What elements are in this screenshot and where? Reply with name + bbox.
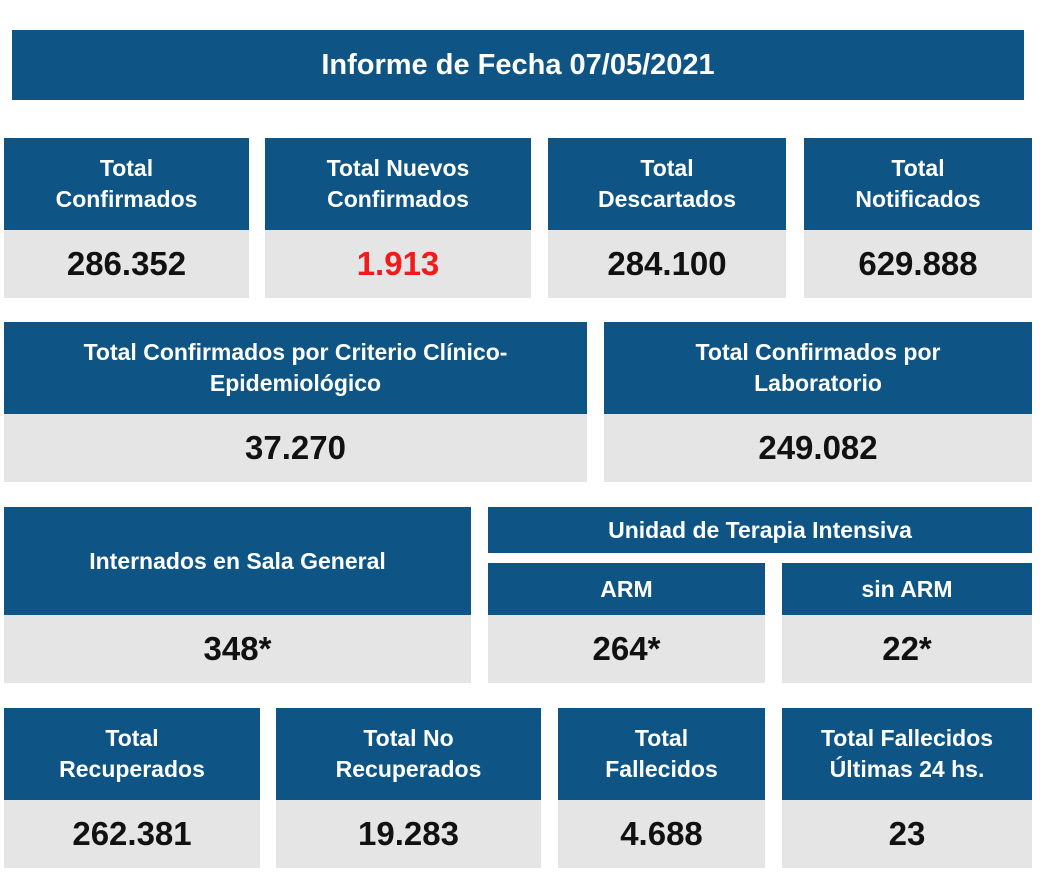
card-label: Internados en Sala General <box>89 547 386 574</box>
card-label-line2: Últimas 24 hs. <box>829 756 985 782</box>
card-value: 23 <box>782 800 1032 868</box>
report-title: Informe de Fecha 07/05/2021 <box>12 30 1024 100</box>
card-total-no-recuperados: Total No Recuperados 19.283 <box>276 708 541 868</box>
card-label-line2: Recuperados <box>59 756 205 782</box>
card-uti-arm: ARM 264* <box>488 563 765 683</box>
card-value: 286.352 <box>4 230 249 298</box>
card-label-line2: Notificados <box>855 186 981 212</box>
card-label-line2: Laboratorio <box>754 370 882 396</box>
card-total-nuevos-confirmados: Total Nuevos Confirmados 1.913 <box>265 138 531 298</box>
card-internados-sala-general: Internados en Sala General 348* <box>4 507 471 683</box>
card-value: 249.082 <box>604 414 1032 482</box>
card-value: 629.888 <box>804 230 1032 298</box>
card-confirmados-laboratorio: Total Confirmados por Laboratorio 249.08… <box>604 322 1032 482</box>
card-value: 1.913 <box>265 230 531 298</box>
card-label-line2: Epidemiológico <box>209 370 382 396</box>
card-label: ARM <box>600 575 653 602</box>
card-total-fallecidos: Total Fallecidos 4.688 <box>558 708 765 868</box>
card-value: 37.270 <box>4 414 587 482</box>
uti-header: Unidad de Terapia Intensiva <box>488 507 1032 553</box>
card-label-line1: Total No <box>363 725 454 751</box>
card-label-line2: Descartados <box>597 186 737 212</box>
card-uti-sin-arm: sin ARM 22* <box>782 563 1032 683</box>
card-label-line1: Total Nuevos <box>326 155 470 181</box>
card-total-confirmados: Total Confirmados 286.352 <box>4 138 249 298</box>
card-label-line1: Total <box>891 155 945 181</box>
card-value: 19.283 <box>276 800 541 868</box>
card-value: 264* <box>488 615 765 683</box>
card-label-line2: Fallecidos <box>605 756 718 782</box>
card-label: sin ARM <box>861 575 953 602</box>
card-fallecidos-ultimas-24hs: Total Fallecidos Últimas 24 hs. 23 <box>782 708 1032 868</box>
card-label-line1: Total Fallecidos <box>820 725 994 751</box>
card-label-line2: Recuperados <box>335 756 482 782</box>
card-value: 22* <box>782 615 1032 683</box>
card-confirmados-criterio-clinico: Total Confirmados por Criterio Clínico- … <box>4 322 587 482</box>
card-label-line1: Total <box>105 725 159 751</box>
card-label-line1: Total <box>99 155 154 181</box>
card-value: 262.381 <box>4 800 260 868</box>
card-total-descartados: Total Descartados 284.100 <box>548 138 786 298</box>
card-total-notificados: Total Notificados 629.888 <box>804 138 1032 298</box>
card-value: 348* <box>4 615 471 683</box>
card-label-line1: Total Confirmados por Criterio Clínico- <box>83 339 508 365</box>
card-label-line1: Total <box>634 725 689 751</box>
card-value: 4.688 <box>558 800 765 868</box>
card-label-line1: Total <box>640 155 694 181</box>
card-label-line2: Confirmados <box>55 186 198 212</box>
card-total-recuperados: Total Recuperados 262.381 <box>4 708 260 868</box>
card-label-line2: Confirmados <box>327 186 469 212</box>
card-label-line1: Total Confirmados por <box>695 339 941 365</box>
card-value: 284.100 <box>548 230 786 298</box>
